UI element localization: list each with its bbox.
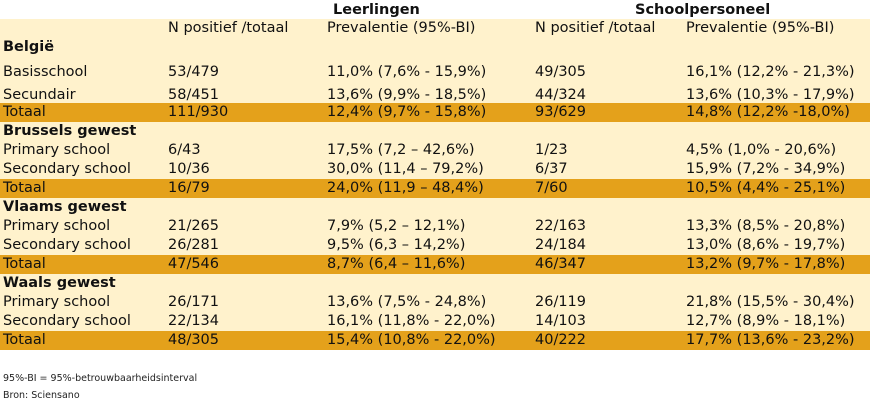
cell-prev-students: 11,0% (7,6% - 15,9%) xyxy=(327,64,487,80)
cell-n-students: 111/930 xyxy=(168,104,229,120)
section-header: Brussels gewest xyxy=(0,122,870,141)
table-row: Basisschool 53/479 11,0% (7,6% - 15,9%) … xyxy=(0,57,870,80)
group-header-schoolpersoneel: Schoolpersoneel xyxy=(635,2,771,18)
cell-n-staff: 46/347 xyxy=(535,256,587,272)
cell-prev-staff: 13,6% (10,3% - 17,9%) xyxy=(686,87,855,103)
cell-prev-staff: 13,0% (8,6% - 19,7%) xyxy=(686,237,846,253)
cell-n-students: 16/79 xyxy=(168,180,210,196)
table-group-header: Leerlingen Schoolpersoneel xyxy=(0,2,870,19)
section-header: België xyxy=(0,38,870,57)
cell-n-students: 48/305 xyxy=(168,332,220,348)
col-header-prevalentie-staff: Prevalentie (95%-BI) xyxy=(686,20,835,36)
cell-n-staff: 26/119 xyxy=(535,294,587,310)
cell-n-students: 10/36 xyxy=(168,161,210,177)
cell-prev-staff: 12,7% (8,9% - 18,1%) xyxy=(686,313,846,329)
cell-n-students: 26/171 xyxy=(168,294,220,310)
cell-n-students: 22/134 xyxy=(168,313,220,329)
row-label: Totaal xyxy=(3,104,46,120)
cell-prev-staff: 10,5% (4,4% - 25,1%) xyxy=(686,180,846,196)
row-label: Primary school xyxy=(3,294,111,310)
cell-prev-students: 8,7% (6,4 – 11,6%) xyxy=(327,256,466,272)
row-label: Secondary school xyxy=(3,161,131,177)
cell-n-students: 26/281 xyxy=(168,237,220,253)
cell-n-staff: 93/629 xyxy=(535,104,587,120)
col-header-prevalentie: Prevalentie (95%-BI) xyxy=(327,20,476,36)
total-row: Totaal 16/79 24,0% (11,9 – 48,4%) 7/60 1… xyxy=(0,179,870,198)
row-label: Basisschool xyxy=(3,64,88,80)
cell-n-staff: 44/324 xyxy=(535,87,587,103)
cell-prev-students: 13,6% (7,5% - 24,8%) xyxy=(327,294,487,310)
footnote-source: Bron: Sciensano xyxy=(3,390,80,401)
cell-prev-students: 16,1% (11,8% - 22,0%) xyxy=(327,313,496,329)
row-label: Secundair xyxy=(3,87,76,103)
cell-prev-staff: 14,8% (12,2% -18,0%) xyxy=(686,104,850,120)
cell-n-staff: 49/305 xyxy=(535,64,587,80)
section-title: België xyxy=(3,39,55,55)
table-row: Secundair 58/451 13,6% (9,9% - 18,5%) 44… xyxy=(0,80,870,103)
cell-n-students: 58/451 xyxy=(168,87,220,103)
row-label: Primary school xyxy=(3,218,111,234)
cell-n-staff: 24/184 xyxy=(535,237,587,253)
table-row: Primary school 26/171 13,6% (7,5% - 24,8… xyxy=(0,293,870,312)
cell-n-students: 47/546 xyxy=(168,256,220,272)
prevalence-table: Leerlingen Schoolpersoneel N positief /t… xyxy=(0,2,870,350)
section-title: Vlaams gewest xyxy=(3,199,127,215)
cell-prev-students: 9,5% (6,3 – 14,2%) xyxy=(327,237,466,253)
cell-prev-staff: 16,1% (12,2% - 21,3%) xyxy=(686,64,855,80)
cell-n-staff: 6/37 xyxy=(535,161,568,177)
table-row: Primary school 21/265 7,9% (5,2 – 12,1%)… xyxy=(0,217,870,236)
section-header: Vlaams gewest xyxy=(0,198,870,217)
cell-n-staff: 14/103 xyxy=(535,313,587,329)
cell-prev-staff: 4,5% (1,0% - 20,6%) xyxy=(686,142,837,158)
cell-prev-students: 15,4% (10,8% - 22,0%) xyxy=(327,332,496,348)
total-row: Totaal 111/930 12,4% (9,7% - 15,8%) 93/6… xyxy=(0,103,870,122)
cell-prev-staff: 13,2% (9,7% - 17,8%) xyxy=(686,256,846,272)
cell-prev-staff: 17,7% (13,6% - 23,2%) xyxy=(686,332,855,348)
cell-prev-staff: 21,8% (15,5% - 30,4%) xyxy=(686,294,855,310)
row-label: Totaal xyxy=(3,256,46,272)
cell-n-students: 6/43 xyxy=(168,142,201,158)
table-row: Primary school 6/43 17,5% (7,2 – 42,6%) … xyxy=(0,141,870,160)
cell-prev-students: 17,5% (7,2 – 42,6%) xyxy=(327,142,475,158)
cell-n-students: 53/479 xyxy=(168,64,220,80)
cell-prev-students: 12,4% (9,7% - 15,8%) xyxy=(327,104,487,120)
row-label: Secondary school xyxy=(3,313,131,329)
total-row: Totaal 48/305 15,4% (10,8% - 22,0%) 40/2… xyxy=(0,331,870,350)
group-header-leerlingen: Leerlingen xyxy=(333,2,420,18)
row-label: Secondary school xyxy=(3,237,131,253)
table-row: Secondary school 10/36 30,0% (11,4 – 79,… xyxy=(0,160,870,179)
col-header-n-positief-staff: N positief /totaal xyxy=(535,20,656,36)
row-label: Primary school xyxy=(3,142,111,158)
cell-prev-students: 13,6% (9,9% - 18,5%) xyxy=(327,87,487,103)
section-header: Waals gewest xyxy=(0,274,870,293)
cell-n-staff: 22/163 xyxy=(535,218,587,234)
col-header-n-positief: N positief /totaal xyxy=(168,20,289,36)
cell-n-staff: 7/60 xyxy=(535,180,568,196)
row-label: Totaal xyxy=(3,180,46,196)
cell-prev-students: 24,0% (11,9 – 48,4%) xyxy=(327,180,484,196)
cell-prev-staff: 13,3% (8,5% - 20,8%) xyxy=(686,218,846,234)
footnote-abbreviation: 95%-BI = 95%-betrouwbaarheidsinterval xyxy=(3,373,198,384)
table-column-header: N positief /totaal Prevalentie (95%-BI) … xyxy=(0,19,870,38)
cell-prev-students: 7,9% (5,2 – 12,1%) xyxy=(327,218,466,234)
total-row: Totaal 47/546 8,7% (6,4 – 11,6%) 46/347 … xyxy=(0,255,870,274)
table-row: Secondary school 26/281 9,5% (6,3 – 14,2… xyxy=(0,236,870,255)
row-label: Totaal xyxy=(3,332,46,348)
cell-prev-staff: 15,9% (7,2% - 34,9%) xyxy=(686,161,846,177)
cell-n-staff: 40/222 xyxy=(535,332,587,348)
cell-n-students: 21/265 xyxy=(168,218,220,234)
table-row: Secondary school 22/134 16,1% (11,8% - 2… xyxy=(0,312,870,331)
section-title: Waals gewest xyxy=(3,275,116,291)
cell-n-staff: 1/23 xyxy=(535,142,568,158)
cell-prev-students: 30,0% (11,4 – 79,2%) xyxy=(327,161,484,177)
section-title: Brussels gewest xyxy=(3,123,137,139)
